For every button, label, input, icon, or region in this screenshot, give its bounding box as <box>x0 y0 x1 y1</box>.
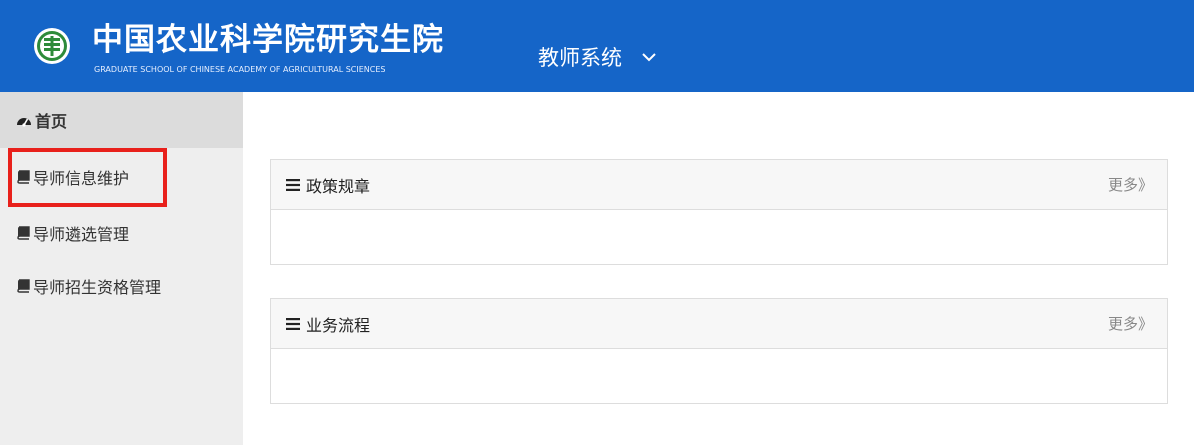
sidebar-item-label: 导师信息维护 <box>33 169 130 188</box>
workflow-panel: 业务流程 更多》 <box>270 298 1168 404</box>
sidebar-item-supervisor-selection[interactable]: 导师遴选管理 <box>0 205 243 261</box>
top-header: 中国农业科学院研究生院 GRADUATE SCHOOL OF CHINESE A… <box>0 0 1194 92</box>
system-label: 教师系统 <box>538 46 622 70</box>
sidebar-item-label: 首页 <box>35 112 68 131</box>
sidebar-item-supervisor-info[interactable]: 导师信息维护 <box>0 149 243 205</box>
sidebar-item-enrollment-qualification[interactable]: 导师招生资格管理 <box>0 258 243 314</box>
panel-title: 业务流程 <box>306 315 371 335</box>
panel-header: 政策规章 更多》 <box>271 160 1167 210</box>
book-icon <box>16 226 30 240</box>
menu-icon <box>286 178 300 191</box>
brand-title-cn: 中国农业科学院研究生院 <box>92 22 444 58</box>
book-icon <box>16 170 30 184</box>
university-seal-icon <box>34 28 70 64</box>
sidebar: 首页 导师信息维护 导师遴选管理 导师招生资格管理 <box>0 92 243 445</box>
sidebar-item-home[interactable]: 首页 <box>0 92 243 148</box>
panel-header: 业务流程 更多》 <box>271 299 1167 349</box>
chevron-down-icon <box>642 53 656 62</box>
system-switcher[interactable]: 教师系统 <box>538 42 656 72</box>
more-link[interactable]: 更多》 <box>1107 315 1153 333</box>
policy-panel: 政策规章 更多》 <box>270 159 1168 265</box>
dashboard-icon <box>16 113 32 127</box>
panel-title: 政策规章 <box>306 176 371 196</box>
sidebar-item-label: 导师招生资格管理 <box>33 278 162 297</box>
more-link[interactable]: 更多》 <box>1107 176 1153 194</box>
brand-title-en: GRADUATE SCHOOL OF CHINESE ACADEMY OF AG… <box>94 65 386 74</box>
sidebar-item-label: 导师遴选管理 <box>33 225 130 244</box>
menu-icon <box>286 317 300 330</box>
book-icon <box>16 279 30 293</box>
